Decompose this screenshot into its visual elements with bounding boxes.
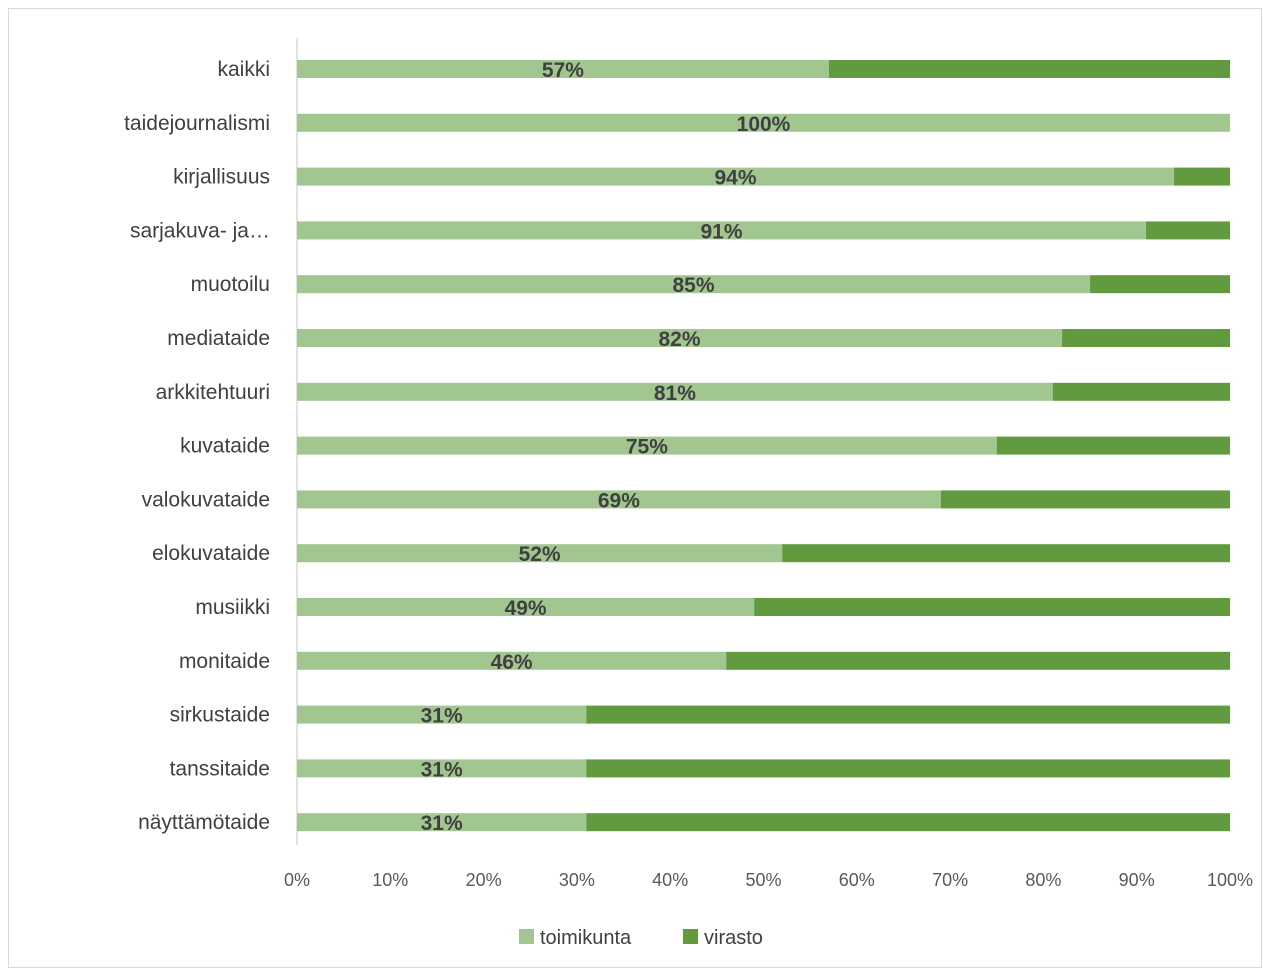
bar-segment-toimikunta <box>297 167 1175 186</box>
data-label: 75% <box>626 436 668 459</box>
category-label: sarjakuva- ja… <box>130 219 270 242</box>
bar-segment-toimikunta <box>297 544 783 563</box>
x-tick-label: 60% <box>839 870 875 890</box>
legend-label-virasto: virasto <box>704 927 763 949</box>
x-tick-label: 50% <box>745 870 781 890</box>
bar-segment-toimikunta <box>297 490 941 509</box>
data-label: 52% <box>519 543 561 566</box>
data-label: 81% <box>654 382 696 405</box>
bar-segment-toimikunta <box>297 275 1091 294</box>
bar-segment-toimikunta <box>297 60 829 78</box>
bars-group <box>297 60 1230 832</box>
category-label: elokuvataide <box>152 542 270 565</box>
x-tick-label: 30% <box>559 870 595 890</box>
data-label: 31% <box>421 812 463 835</box>
x-tick-label: 80% <box>1025 870 1061 890</box>
bar-segment-toimikunta <box>297 329 1063 347</box>
category-label: muotoilu <box>191 273 270 296</box>
category-label: monitaide <box>179 650 270 673</box>
category-label: taidejournalismi <box>124 112 270 135</box>
bar-segment-toimikunta <box>297 113 1230 132</box>
bar-segment-toimikunta <box>297 382 1053 401</box>
data-label: 100% <box>737 113 791 136</box>
data-label: 49% <box>505 597 547 620</box>
category-label: mediataide <box>167 327 270 350</box>
x-tick-label: 40% <box>652 870 688 890</box>
legend: toimikunta virasto <box>519 927 763 949</box>
data-label: 85% <box>673 274 715 297</box>
bar-segment-toimikunta <box>297 651 727 670</box>
bar-segment-virasto <box>726 651 1230 670</box>
x-tick-label: 100% <box>1207 870 1253 890</box>
data-label: 82% <box>659 328 701 351</box>
bar-segment-virasto <box>828 60 1230 78</box>
bar-segment-toimikunta <box>297 221 1147 240</box>
legend-label-toimikunta: toimikunta <box>540 927 632 949</box>
legend-swatch-virasto <box>683 929 698 944</box>
data-label: 57% <box>542 59 584 82</box>
bar-segment-virasto <box>586 759 1230 778</box>
x-tick-labels-group: 0% 10% 20% 30% 40% 50% 60% 70% 80% 90% 100% <box>284 870 1253 890</box>
x-tick-label: 20% <box>466 870 502 890</box>
bar-segment-toimikunta <box>297 759 587 778</box>
bar-segment-virasto <box>1052 382 1230 401</box>
data-label: 69% <box>598 489 640 512</box>
category-label: arkkitehtuuri <box>156 381 270 404</box>
data-label: 91% <box>700 220 742 243</box>
bar-segment-virasto <box>782 544 1230 563</box>
category-label: näyttämötaide <box>138 811 270 834</box>
bar-segment-virasto <box>940 490 1230 509</box>
x-tick-label: 0% <box>284 870 310 890</box>
bar-segment-virasto <box>1146 221 1230 240</box>
bar-segment-virasto <box>586 813 1230 832</box>
data-label: 31% <box>421 758 463 781</box>
bar-segment-virasto <box>586 705 1230 724</box>
category-label: kirjallisuus <box>173 166 270 189</box>
data-label: 94% <box>714 167 756 190</box>
data-label: 31% <box>421 705 463 728</box>
bar-segment-toimikunta <box>297 705 587 724</box>
category-label: valokuvataide <box>142 488 270 511</box>
x-tick-label: 70% <box>932 870 968 890</box>
category-label: musiikki <box>195 596 270 619</box>
category-label: kaikki <box>217 58 270 81</box>
bar-segment-virasto <box>1174 167 1230 186</box>
bar-segment-toimikunta <box>297 436 997 455</box>
category-labels-group: kaikki taidejournalismi kirjallisuus sarjak… <box>124 58 270 834</box>
x-tick-label: 90% <box>1119 870 1155 890</box>
legend-swatch-toimikunta <box>519 929 534 944</box>
x-tick-label: 10% <box>372 870 408 890</box>
bar-segment-toimikunta <box>297 813 587 832</box>
bar-segment-virasto <box>754 598 1230 616</box>
bar-segment-toimikunta <box>297 598 755 616</box>
data-labels-group: 57% 100% 94% 91% 85% 82% 81% 75% 69% 52% 49% 46% 31%… <box>421 59 791 835</box>
bar-segment-virasto <box>1090 275 1230 294</box>
bar-segment-virasto <box>1062 329 1230 347</box>
category-label: tanssitaide <box>170 757 270 780</box>
category-label: sirkustaide <box>170 704 270 727</box>
category-label: kuvataide <box>180 435 270 458</box>
bar-segment-virasto <box>996 436 1230 455</box>
data-label: 46% <box>491 651 533 674</box>
